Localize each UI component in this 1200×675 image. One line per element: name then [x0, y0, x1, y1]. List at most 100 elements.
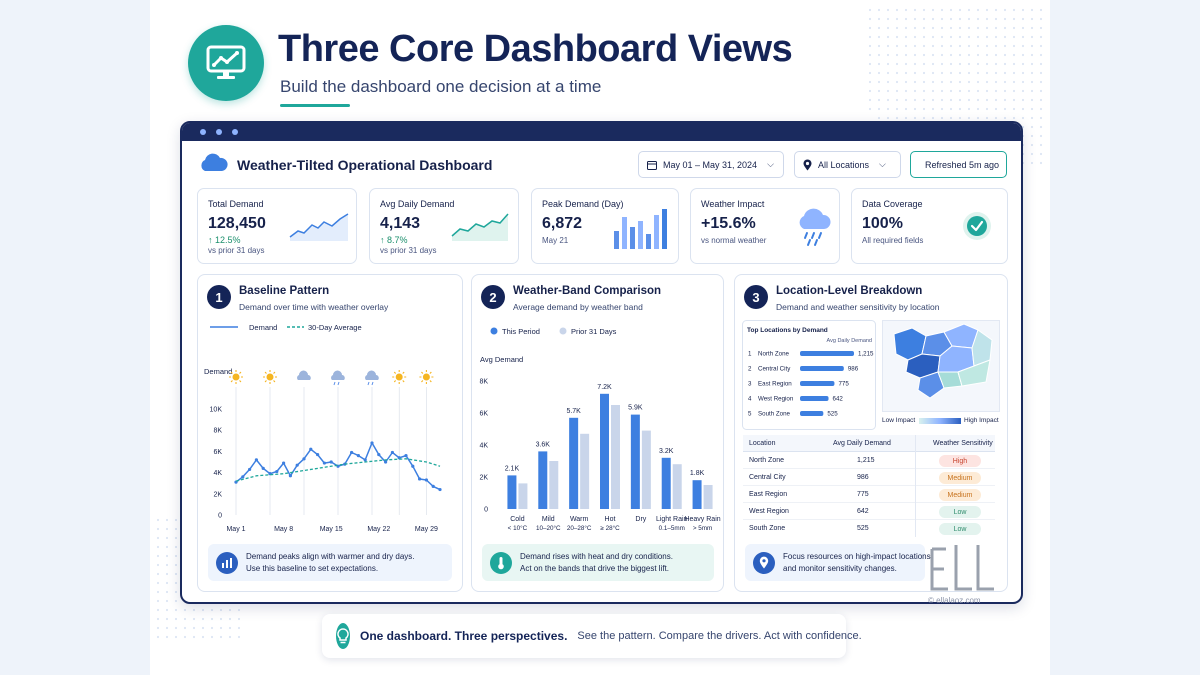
decorative-dot	[958, 71, 962, 75]
x-tick-label: < 10°C	[508, 524, 528, 532]
callout-line: Demand peaks align with warmer and dry d…	[246, 551, 415, 561]
decorative-dot	[219, 626, 223, 630]
bar-this-period[interactable]	[538, 451, 548, 509]
bar-prior-31-days[interactable]	[580, 433, 590, 509]
decorative-dot	[994, 53, 998, 57]
decorative-dot	[201, 635, 205, 639]
window-titlebar	[182, 123, 1021, 141]
page-subtitle: Build the dashboard one decision at a ti…	[280, 77, 602, 96]
x-tick-label: May 1	[226, 526, 245, 533]
decorative-dot	[156, 626, 160, 630]
kpi-card-peak-demand[interactable]: Peak Demand (Day) 6,872 May 21	[531, 188, 679, 264]
decorative-dot	[1003, 8, 1007, 12]
x-tick-label: Hot	[605, 516, 616, 523]
table-row[interactable]: South Zone 525 Low	[743, 520, 995, 537]
rain-cloud-icon	[799, 208, 831, 246]
bar-this-period[interactable]	[692, 480, 702, 509]
y-tick-label: 8K	[479, 379, 488, 386]
decorative-dot	[1012, 8, 1016, 12]
decorative-dot	[877, 80, 881, 84]
bar-prior-31-days[interactable]	[611, 405, 620, 509]
decorative-dot	[904, 107, 908, 111]
table-cell-demand: 775	[857, 491, 869, 498]
decorative-dot	[895, 44, 899, 48]
kpi-card-avg-daily-demand[interactable]: Avg Daily Demand 4,143 ↑ 8.7% vs prior 3…	[369, 188, 519, 264]
decorative-dot	[958, 8, 962, 12]
location-bar[interactable]	[800, 366, 844, 371]
y-tick-label: 8K	[213, 428, 222, 435]
demand-point	[424, 478, 428, 482]
decorative-dot	[913, 62, 917, 66]
kpi-card-total-demand[interactable]: Total Demand 128,450 ↑ 12.5% vs prior 31…	[197, 188, 357, 264]
location-select[interactable]: All Locations ⌵	[794, 151, 901, 178]
decorative-dot	[1030, 116, 1034, 120]
panel-title: Location-Level Breakdown	[776, 285, 923, 297]
lightbulb-icon	[336, 623, 350, 649]
decorative-dot	[886, 62, 890, 66]
table-row[interactable]: East Region 775 Medium	[743, 486, 995, 503]
kpi-value: 100%	[862, 215, 903, 232]
legend-30-day-average: 30-Day Average	[308, 323, 362, 332]
decorative-dot	[994, 89, 998, 93]
decorative-dot	[976, 44, 980, 48]
sparkline-icon	[289, 213, 349, 241]
bar-prior-31-days[interactable]	[672, 464, 682, 509]
decorative-dot	[1030, 17, 1034, 21]
bar-prior-31-days[interactable]	[703, 485, 713, 509]
decorative-dot	[940, 89, 944, 93]
decorative-dot	[1021, 53, 1025, 57]
table-header: Weather Sensitivity	[933, 440, 993, 447]
decorative-dot	[1012, 26, 1016, 30]
location-rank: 2	[748, 366, 752, 373]
decorative-dot	[174, 527, 178, 531]
decorative-dot	[1039, 71, 1043, 75]
y-tick-label: 2K	[213, 491, 222, 498]
decorative-dot	[1003, 53, 1007, 57]
decorative-dot	[165, 572, 169, 576]
location-bar[interactable]	[800, 396, 829, 401]
bar-this-period[interactable]	[661, 457, 671, 509]
decorative-dot	[967, 71, 971, 75]
y-tick-label: 2K	[479, 475, 488, 482]
date-range-picker[interactable]: May 01 – May 31, 2024 ⌵	[638, 151, 784, 178]
decorative-dot	[913, 44, 917, 48]
decorative-dot	[940, 35, 944, 39]
decorative-dot	[994, 8, 998, 12]
location-bar[interactable]	[800, 381, 835, 386]
bar-this-period[interactable]	[630, 414, 640, 509]
check-circle-icon	[963, 212, 991, 240]
table-row[interactable]: West Region 642 Low	[743, 503, 995, 520]
decorative-dot	[1021, 116, 1025, 120]
bar-this-period[interactable]	[600, 393, 609, 509]
decorative-dot	[985, 8, 989, 12]
decorative-dot	[958, 53, 962, 57]
decorative-dot	[174, 590, 178, 594]
kpi-card-data-coverage[interactable]: Data Coverage 100% All required fields	[851, 188, 1008, 264]
decorative-dot	[985, 89, 989, 93]
table-row[interactable]: North Zone 1,215 High	[743, 452, 995, 469]
decorative-dot	[940, 80, 944, 84]
x-tick-label: 20–28°C	[567, 524, 592, 532]
bar-prior-31-days[interactable]	[518, 483, 528, 509]
bar-value-label: 3.2K	[659, 448, 674, 455]
bar-prior-31-days[interactable]	[549, 461, 559, 509]
demand-point	[404, 454, 408, 458]
demand-point	[316, 452, 320, 457]
bar-prior-31-days[interactable]	[641, 430, 651, 509]
bar-this-period[interactable]	[507, 475, 517, 509]
kpi-card-weather-impact[interactable]: Weather Impact +15.6% vs normal weather	[690, 188, 840, 264]
sensitivity-badge: Low	[939, 523, 981, 535]
location-table: Location Avg Daily Demand Weather Sensit…	[735, 435, 1007, 537]
decorative-dot	[1021, 107, 1025, 111]
location-bar[interactable]	[800, 351, 854, 356]
table-row[interactable]: Central City 986 Medium	[743, 469, 995, 486]
location-bar[interactable]	[800, 411, 824, 416]
decorative-dot	[886, 89, 890, 93]
decorative-dot	[868, 17, 872, 21]
refresh-button[interactable]: Refreshed 5m ago	[910, 151, 1007, 178]
decorative-dot	[958, 35, 962, 39]
location-value: 775	[838, 381, 849, 388]
bar-this-period[interactable]	[569, 417, 579, 509]
decorative-dot	[237, 626, 241, 630]
decorative-dot	[1003, 107, 1007, 111]
